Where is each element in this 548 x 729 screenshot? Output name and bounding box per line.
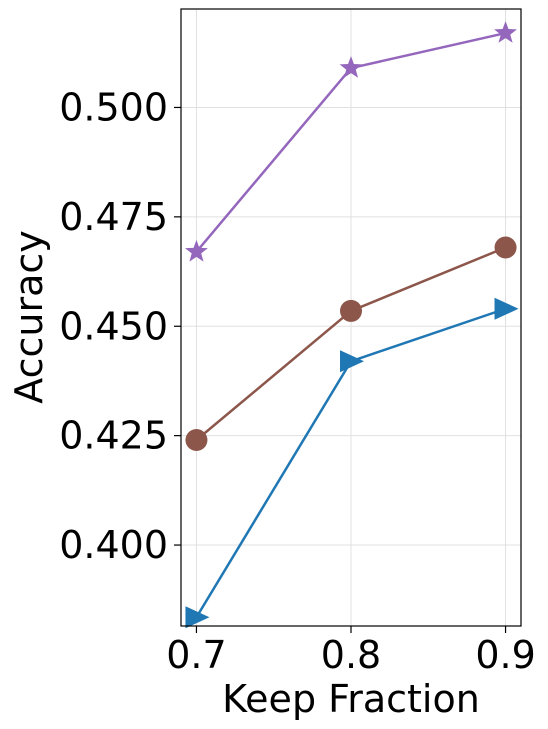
x-tick-label: 0.7 <box>166 633 226 677</box>
series-circle <box>185 236 517 452</box>
data-point-circle <box>185 429 208 452</box>
x-axis-label: Keep Fraction <box>222 677 480 721</box>
data-point-star <box>185 239 208 262</box>
y-tick-label: 0.500 <box>59 85 168 129</box>
data-point-triangle <box>494 297 519 320</box>
data-point-circle <box>340 299 362 322</box>
series-star <box>185 21 517 262</box>
data-point-star <box>494 21 517 43</box>
data-point-circle <box>494 236 517 259</box>
data-point-triangle <box>340 350 364 373</box>
grid-layer <box>181 9 521 626</box>
tick-layer: 0.7 0.8 0.9 0.400 0.425 0.450 0.475 0.500 <box>59 85 536 677</box>
data-point-star <box>339 56 363 78</box>
y-tick-label: 0.425 <box>59 414 168 458</box>
x-tick-label: 0.8 <box>321 633 381 677</box>
y-tick-label: 0.400 <box>59 523 168 567</box>
data-point-triangle <box>185 606 210 629</box>
y-tick-label: 0.475 <box>59 195 168 239</box>
series-triangle-right <box>185 297 519 629</box>
y-tick-label: 0.450 <box>59 304 168 348</box>
series-layer <box>185 21 519 629</box>
y-axis-label: Accuracy <box>7 230 51 404</box>
x-tick-label: 0.9 <box>475 633 535 677</box>
